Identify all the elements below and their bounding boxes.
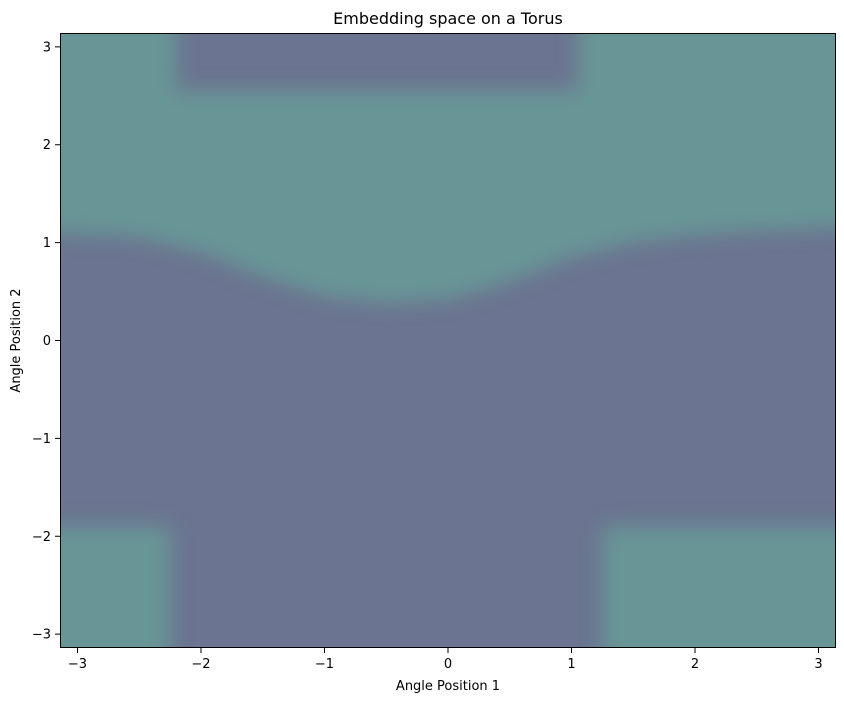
class-b-top-right-corner [577, 33, 836, 96]
x-tick-label: −3 [68, 657, 87, 672]
x-tick-label: −2 [191, 657, 210, 672]
y-tick-label: −2 [32, 530, 51, 545]
y-tick-label: 2 [43, 138, 51, 153]
y-tick-label: 0 [43, 334, 51, 349]
x-tick-label: −1 [315, 657, 334, 672]
class-b-band [60, 90, 836, 304]
class-b-top-left-corner [60, 33, 177, 96]
class-b-bottom-right-corner [602, 526, 836, 648]
y-tick-label: 3 [43, 40, 51, 55]
x-axis-label: Angle Position 1 [396, 679, 500, 694]
x-axis-ticks: −3 −2 −1 0 1 2 3 [68, 648, 823, 672]
y-tick-label: −1 [32, 432, 51, 447]
x-tick-label: 1 [567, 657, 575, 672]
chart-title: Embedding space on a Torus [333, 9, 563, 28]
y-axis-label: Angle Position 2 [9, 288, 24, 392]
y-axis-ticks: −3 −2 −1 0 1 2 3 [32, 40, 60, 643]
x-tick-label: 0 [444, 657, 452, 672]
y-tick-label: 1 [43, 236, 51, 251]
y-tick-label: −3 [32, 628, 51, 643]
x-tick-label: 2 [691, 657, 699, 672]
x-tick-label: 3 [814, 657, 822, 672]
class-b-regions [60, 33, 836, 648]
plot-area [60, 33, 836, 648]
plot-frame [60, 33, 836, 648]
class-b-bottom-left-corner [60, 526, 171, 648]
